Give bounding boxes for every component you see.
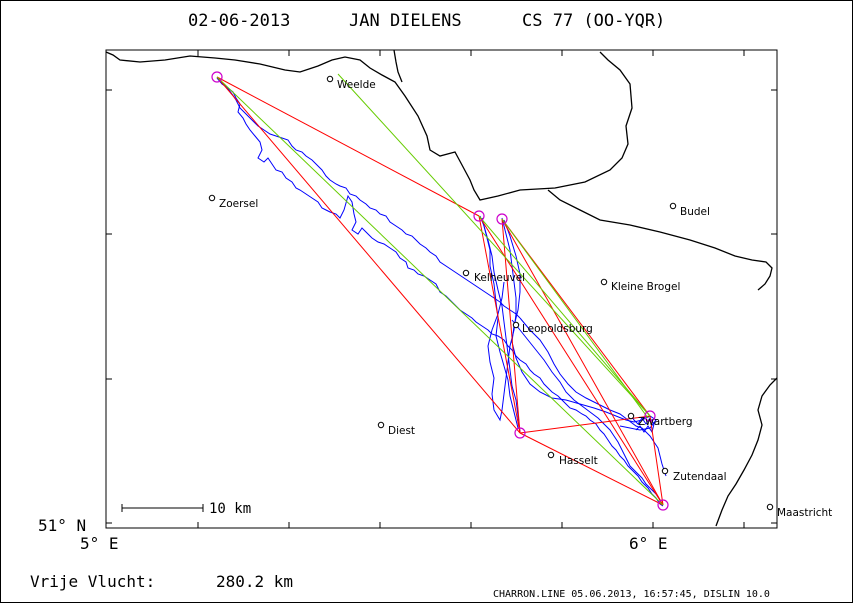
place-zwartberg: Zwartberg (627, 412, 693, 428)
svg-text:Zoersel: Zoersel (219, 198, 258, 210)
turnpoint-5 (657, 499, 669, 511)
svg-text:Weelde: Weelde (337, 79, 376, 91)
turnpoint-3 (514, 427, 526, 439)
svg-text:Budel: Budel (680, 206, 710, 218)
place-zutendaal: Zutendaal (661, 467, 727, 483)
lat-label: 51° N (38, 516, 86, 535)
svg-text:Maastricht: Maastricht (777, 507, 832, 519)
country-borders (105, 49, 778, 527)
flight-distance: 280.2 km (216, 572, 293, 591)
svg-text:Diest: Diest (388, 425, 415, 437)
title-date: 02-06-2013 (188, 11, 290, 31)
place-leopoldsburg: Leopoldsburg (512, 321, 593, 335)
turnpoint-start (211, 71, 223, 83)
svg-text:Leopoldsburg: Leopoldsburg (522, 323, 593, 335)
svg-text:Kleine Brogel: Kleine Brogel (611, 281, 680, 293)
border-nl-east (393, 49, 403, 83)
place-zoersel: Zoersel (208, 194, 258, 210)
svg-text:Kelheuvel: Kelheuvel (474, 272, 525, 284)
turnpoint-2 (496, 213, 508, 225)
title-pilot: JAN DIELENS (349, 11, 462, 31)
border-south-east (715, 377, 778, 527)
optimized-lines (216, 73, 664, 506)
place-diest: Diest (377, 421, 415, 437)
lon-label-5e: 5° E (80, 534, 119, 553)
turnpoint-4 (644, 410, 656, 422)
turnpoint-1 (473, 210, 485, 222)
border-north (105, 51, 633, 201)
place-budel: Budel (669, 202, 710, 218)
places: Weelde Zoersel Budel Kleine Brogel Kelhe… (208, 75, 832, 519)
map-frame (105, 49, 778, 529)
scale-bar: 10 km (121, 501, 251, 517)
place-maastricht: Maastricht (766, 503, 832, 519)
scale-bar-label: 10 km (209, 501, 251, 517)
place-weelde: Weelde (326, 75, 376, 91)
flight-info-label: Vrije Vlucht: (30, 572, 155, 591)
svg-text:Hasselt: Hasselt (559, 455, 598, 467)
lon-label-6e: 6° E (629, 534, 668, 553)
place-kelheuvel: Kelheuvel (462, 269, 525, 284)
footer-text: CHARRON.LINE 05.06.2013, 16:57:45, DISLI… (493, 589, 770, 600)
svg-text:Zutendaal: Zutendaal (673, 471, 727, 483)
svg-text:Zwartberg: Zwartberg (638, 416, 693, 428)
turnpoints (211, 71, 669, 511)
axis-ticks (106, 50, 777, 528)
title-glider: CS 77 (OO-YQR) (522, 11, 665, 31)
place-hasselt: Hasselt (547, 451, 598, 467)
border-meuse (547, 189, 773, 291)
place-kleine-brogel: Kleine Brogel (600, 278, 680, 293)
